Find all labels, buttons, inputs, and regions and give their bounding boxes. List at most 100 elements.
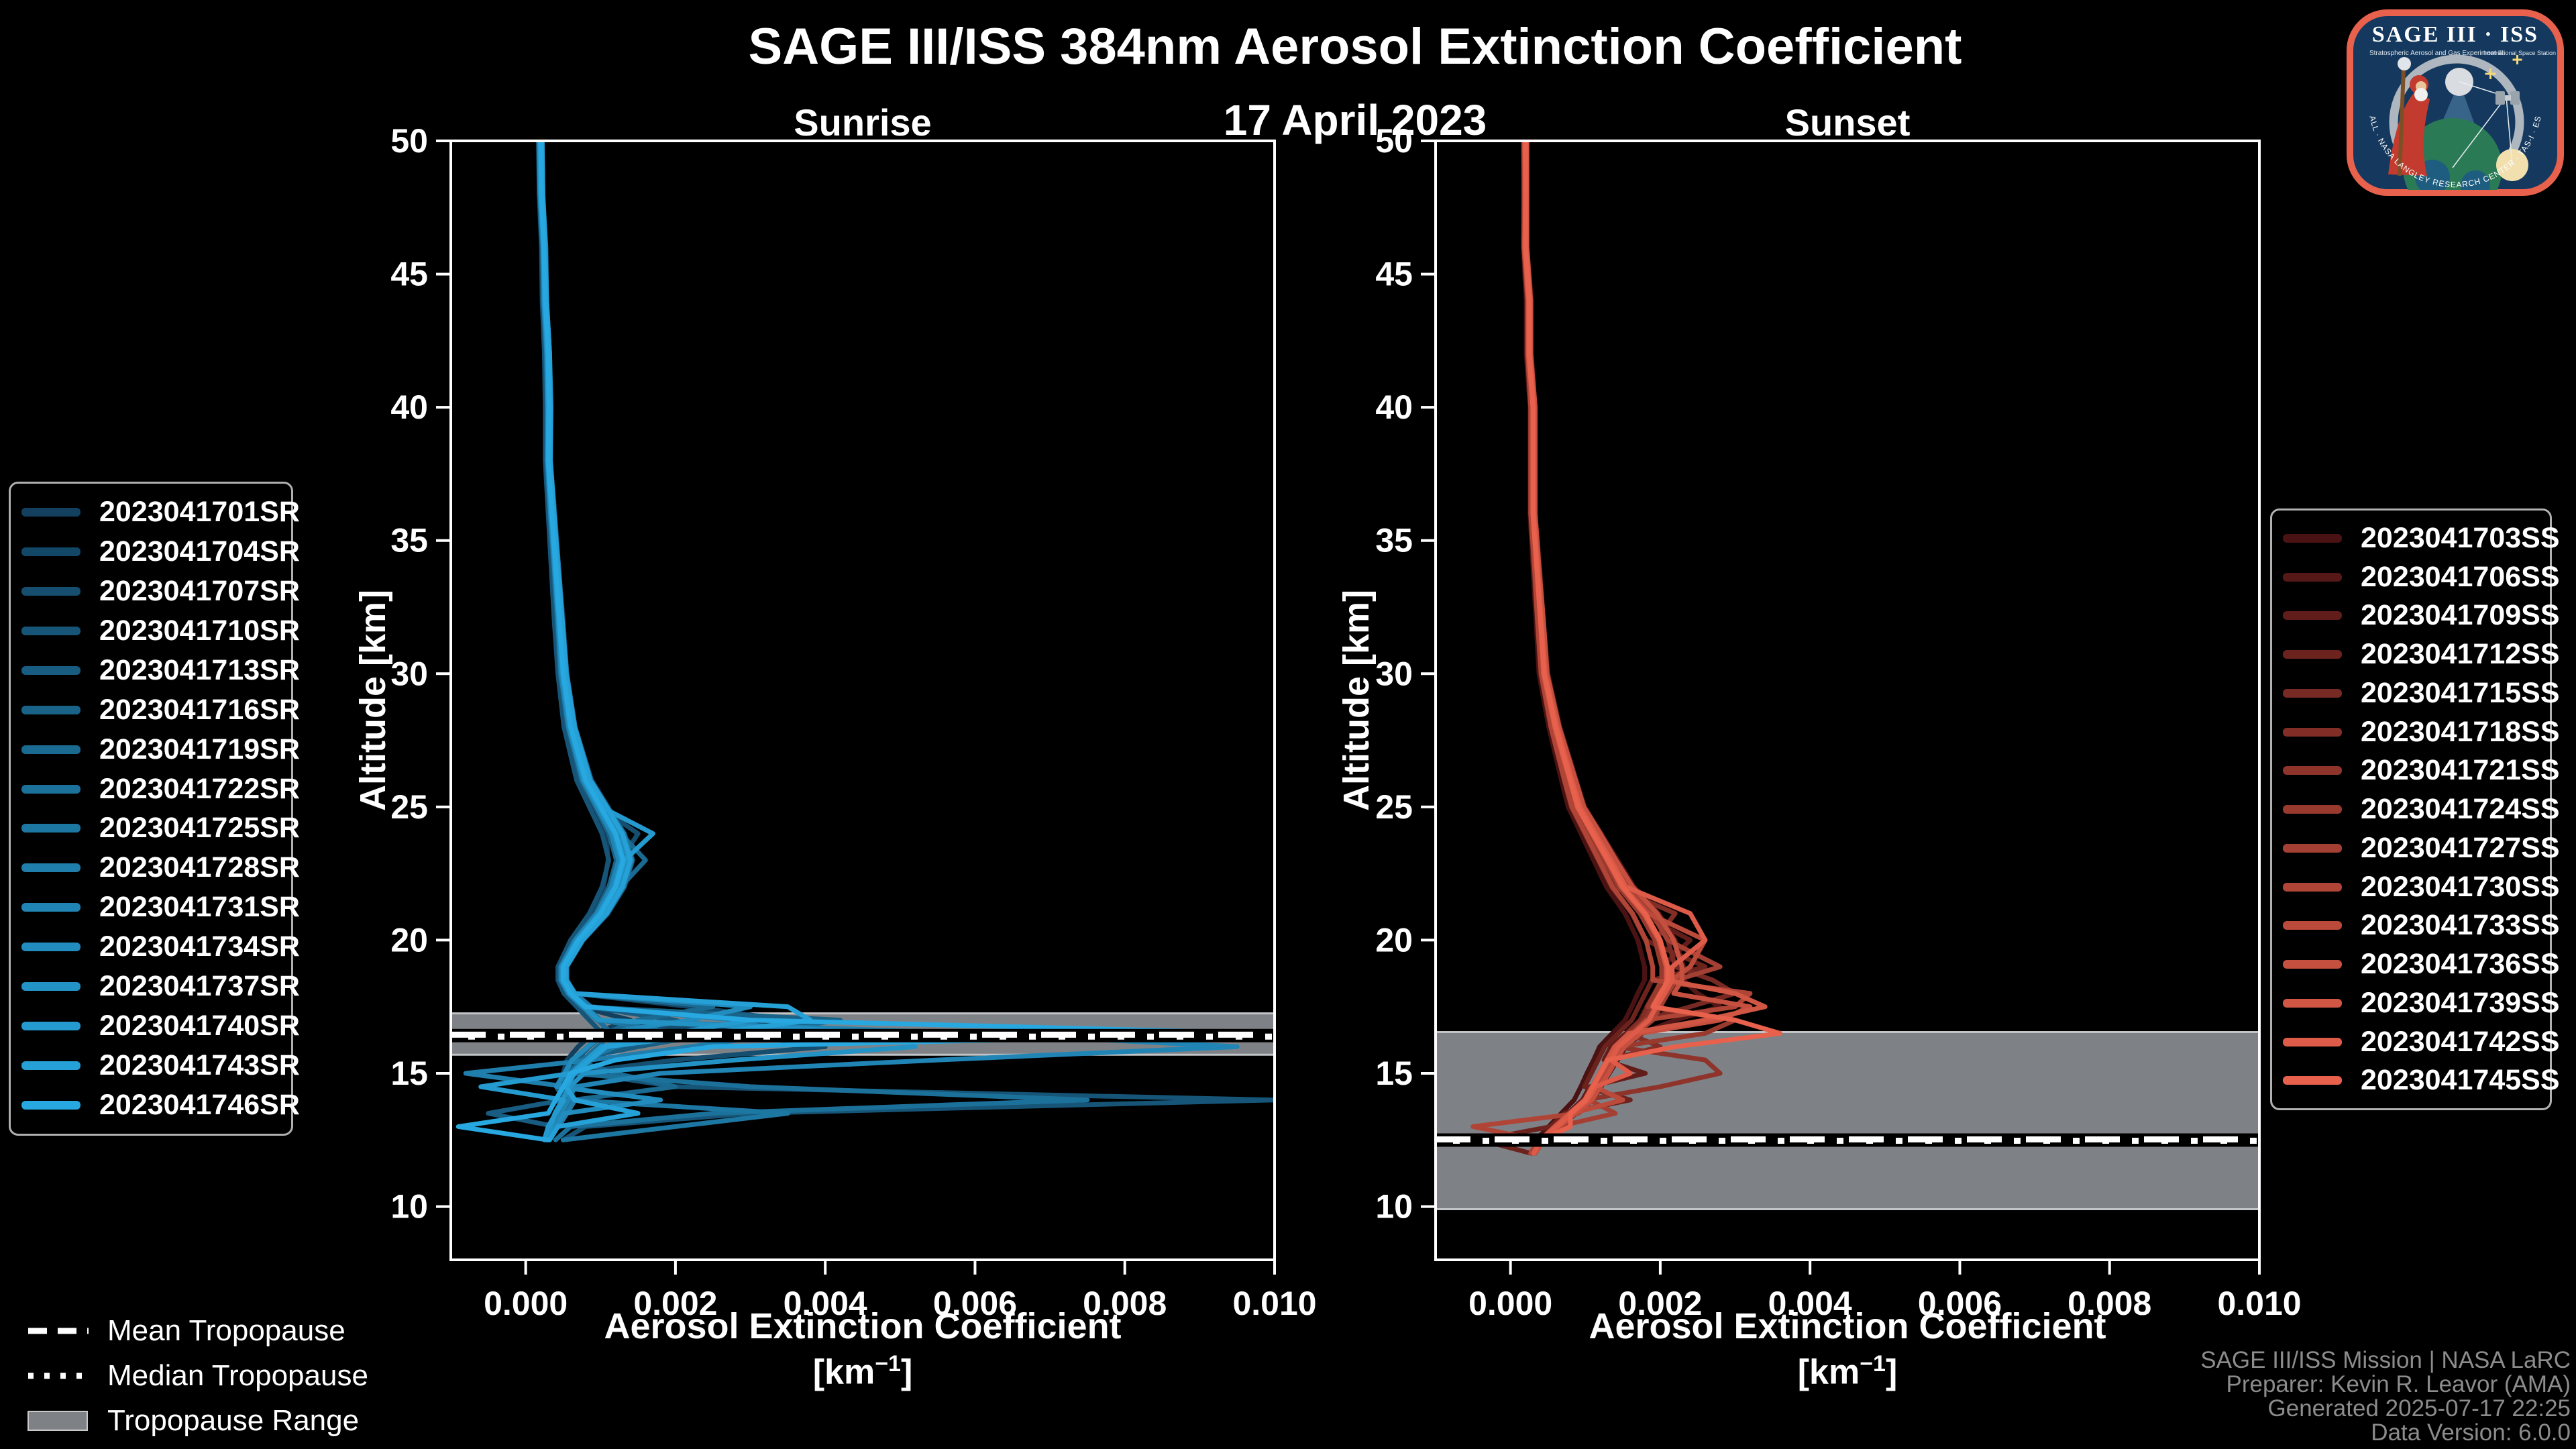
legend-swatch	[21, 903, 80, 912]
legend-swatch	[21, 1022, 80, 1031]
legend-label: 2023041730SS	[2361, 870, 2560, 903]
legend-swatch	[2283, 727, 2342, 737]
legend-item: 2023041712SS	[2272, 638, 2560, 671]
legend-swatch	[21, 507, 80, 517]
y-tick-label: 30	[1375, 655, 1413, 692]
legend-item: 2023041731SR	[11, 891, 300, 924]
profile-line	[1478, 141, 1708, 1156]
legend-swatch	[21, 824, 80, 833]
legend-item: 2023041727SS	[2272, 832, 2560, 865]
profile-line	[1524, 141, 1753, 1156]
x-tick-label: 0.004	[784, 1285, 867, 1322]
legend-label: 2023041722SR	[99, 772, 300, 805]
legend-label: 2023041701SR	[99, 495, 300, 528]
profile-line	[478, 141, 753, 1142]
sunrise-x-axis-label: Aerosol Extinction Coefficient [km−1]	[604, 1305, 1121, 1392]
legend-item: 2023041715SS	[2272, 677, 2560, 710]
profile-line	[463, 141, 790, 1129]
logo-wizard-icon	[2388, 57, 2430, 176]
sunset-panel-title: Sunset	[1784, 101, 1911, 144]
legend-label: 2023041745SS	[2361, 1064, 2560, 1097]
legend-label: 2023041731SR	[99, 891, 300, 924]
tropopause-range-band	[1436, 1032, 2259, 1210]
y-tick-label: 35	[1375, 522, 1413, 559]
legend-item: 2023041740SR	[11, 1010, 300, 1042]
legend-swatch	[2283, 921, 2342, 930]
legend-label: 2023041716SR	[99, 693, 300, 726]
legend-swatch	[2283, 882, 2342, 892]
x-tick-label: 0.008	[1083, 1285, 1167, 1322]
credits: SAGE III/ISS Mission | NASA LaRC Prepare…	[2200, 1348, 2571, 1445]
legend-swatch	[2283, 998, 2342, 1008]
legend-swatch	[2283, 805, 2342, 814]
credit-line-preparer: Preparer: Kevin R. Leavor (AMA)	[2226, 1371, 2571, 1397]
median-tropopause-legend-item: Median Tropopause	[27, 1353, 368, 1398]
profile-line	[537, 141, 918, 1142]
legend-item: 2023041704SR	[11, 535, 300, 568]
x-tick-label: 0.004	[1768, 1285, 1852, 1322]
logo-stars-icon	[2485, 55, 2522, 79]
legend-swatch	[2283, 572, 2342, 582]
sunrise-events-legend: 2023041701SR 2023041704SR 2023041707SR 2023…	[9, 482, 300, 1136]
profile-line	[486, 141, 716, 1129]
legend-swatch	[2283, 843, 2342, 853]
legend-item: 2023041703SS	[2272, 522, 2560, 555]
legend-item: 2023041734SR	[11, 930, 300, 963]
x-tick-label: 0.006	[1918, 1285, 2002, 1322]
legend-swatch	[21, 982, 80, 991]
legend-label: 2023041718SS	[2361, 715, 2560, 748]
sunset-events-legend: 2023041703SS 2023041706SS 2023041709SS 2023…	[2270, 508, 2560, 1110]
sage-iii-iss-logo: SAGE III · ISS Stratospheric Aerosol and…	[2347, 9, 2564, 196]
sunrise-y-axis-label: Altitude [km]	[353, 590, 393, 811]
profile-line	[1524, 141, 1723, 1156]
logo-title: SAGE III · ISS	[2372, 22, 2538, 47]
legend-item: 2023041718SS	[2272, 716, 2560, 749]
legend-swatch	[21, 1061, 80, 1071]
y-tick-label: 40	[1375, 388, 1413, 426]
x-tick-label: 0.002	[1618, 1285, 1702, 1322]
legend-label: 2023041728SR	[99, 851, 300, 884]
legend-item: 2023041733SS	[2272, 909, 2560, 942]
legend-swatch	[21, 705, 80, 714]
x-axis-label-text: Aerosol Extinction Coefficient	[604, 1306, 1122, 1346]
profile-line	[539, 141, 813, 1142]
legend-label: 2023041743SR	[99, 1049, 300, 1082]
dashed-line-icon	[28, 1328, 89, 1334]
legend-swatch	[21, 784, 80, 794]
legend-item: 2023041710SR	[11, 614, 300, 647]
x-tick-label: 0.002	[633, 1285, 717, 1322]
y-tick-label: 25	[390, 788, 428, 826]
legend-swatch	[21, 665, 80, 675]
logo-subtitle: Stratospheric Aerosol and Gas Experiment…	[2369, 50, 2504, 57]
legend-label: 2023041715SS	[2361, 676, 2560, 709]
profile-line	[537, 141, 1240, 1142]
legend-item: 2023041724SS	[2272, 793, 2560, 826]
mean-tropopause-label: Mean Tropopause	[107, 1313, 345, 1347]
legend-item: 2023041736SS	[2272, 948, 2560, 981]
legend-label: 2023041712SS	[2361, 638, 2560, 670]
legend-item: 2023041722SR	[11, 773, 300, 806]
legend-item: 2023041737SR	[11, 970, 300, 1003]
legend-label: 2023041709SS	[2361, 599, 2560, 632]
profile-line	[536, 141, 1275, 1142]
logo-iss-icon	[2496, 91, 2520, 105]
legend-swatch	[21, 547, 80, 556]
date-label: 17 April 2023	[1223, 96, 1487, 144]
legend-label: 2023041746SR	[99, 1089, 300, 1121]
legend-item: 2023041706SS	[2272, 561, 2560, 594]
legend-swatch	[2283, 1037, 2342, 1046]
legend-swatch	[21, 745, 80, 754]
legend-swatch	[21, 943, 80, 952]
profile-line	[1523, 141, 1723, 1156]
legend-item: 2023041701SR	[11, 496, 300, 529]
legend-label: 2023041703SS	[2361, 521, 2560, 554]
legend-label: 2023041740SR	[99, 1010, 300, 1042]
y-tick-label: 30	[390, 655, 428, 692]
profile-line	[1523, 141, 1782, 1142]
profile-line	[1522, 141, 1737, 1142]
legend-item: 2023041725SR	[11, 812, 300, 845]
x-tick-label: 0.008	[2068, 1285, 2151, 1322]
legend-swatch	[2283, 960, 2342, 969]
tropopause-range-label: Tropopause Range	[107, 1403, 360, 1437]
